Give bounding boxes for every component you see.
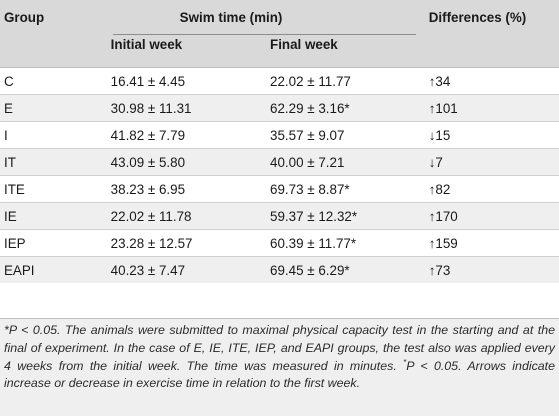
cell-initial-week: 22.02 ± 11.78 (98, 202, 258, 230)
cell-group: ITE (0, 175, 99, 203)
cell-initial-week: 40.23 ± 7.47 (98, 256, 258, 283)
cell-initial-week: 38.23 ± 6.95 (98, 175, 258, 203)
table-row: C 16.41 ± 4.45 22.02 ± 11.77 ↑34 (0, 67, 559, 95)
swim-time-table: Group Swim time (min) Differences (%) In… (0, 0, 559, 283)
cell-final-week: 22.02 ± 11.77 (257, 67, 411, 95)
header-differences: Differences (%) (410, 0, 559, 34)
cell-difference: ↑170 (410, 202, 559, 230)
cell-difference: ↑101 (410, 94, 559, 122)
cell-difference: ↑73 (410, 256, 559, 283)
cell-initial-week: 30.98 ± 11.31 (98, 94, 258, 122)
cell-difference: ↑34 (410, 67, 559, 95)
header-diff-empty (410, 35, 559, 68)
cell-group: IE (0, 202, 99, 230)
swim-time-underline (113, 34, 416, 35)
cell-group: EAPI (0, 256, 99, 283)
cell-group: IEP (0, 229, 99, 257)
header-swim-time: Swim time (min) (98, 0, 411, 34)
cell-group: C (0, 67, 99, 95)
header-divider-row (0, 34, 559, 35)
table-body: C 16.41 ± 4.45 22.02 ± 11.77 ↑34 E 30.98… (0, 67, 559, 283)
cell-initial-week: 23.28 ± 12.57 (98, 229, 258, 257)
table-row: EAPI 40.23 ± 7.47 69.45 ± 6.29* ↑73 (0, 256, 559, 283)
cell-group: E (0, 94, 99, 122)
header-row-sub: Initial week Final week (0, 35, 559, 68)
cell-initial-week: 16.41 ± 4.45 (98, 67, 258, 95)
header-initial-week: Initial week (98, 35, 258, 68)
header-divider (0, 34, 559, 35)
header-group-empty (0, 35, 99, 68)
footnote-text-2: P < 0.05. Arrows indicate increase or de… (4, 358, 556, 391)
footnote-text-1: *P < 0.05. The animals were submitted to… (4, 323, 555, 373)
cell-difference: ↑159 (410, 229, 559, 257)
table-row: IE 22.02 ± 11.78 59.37 ± 12.32* ↑170 (0, 202, 559, 230)
header-final-week: Final week (257, 35, 411, 68)
table-row: I 41.82 ± 7.79 35.57 ± 9.07 ↓15 (0, 121, 559, 149)
cell-difference: ↓7 (410, 148, 559, 176)
cell-group: I (0, 121, 99, 149)
cell-initial-week: 43.09 ± 5.80 (98, 148, 258, 176)
cell-difference: ↓15 (410, 121, 559, 149)
cell-initial-week: 41.82 ± 7.79 (98, 121, 258, 149)
cell-final-week: 35.57 ± 9.07 (257, 121, 411, 149)
table-footnote: *P < 0.05. The animals were submitted to… (0, 318, 559, 416)
cell-difference: ↑82 (410, 175, 559, 203)
cell-final-week: 62.29 ± 3.16* (257, 94, 411, 122)
cell-group: IT (0, 148, 99, 176)
cell-final-week: 69.45 ± 6.29* (257, 256, 411, 283)
header-group: Group (0, 0, 99, 34)
cell-final-week: 60.39 ± 11.77* (257, 229, 411, 257)
table-row: E 30.98 ± 11.31 62.29 ± 3.16* ↑101 (0, 94, 559, 122)
footnote-superscript: * (403, 357, 407, 367)
cell-final-week: 69.73 ± 8.87* (257, 175, 411, 203)
header-row-top: Group Swim time (min) Differences (%) (0, 0, 559, 34)
cell-final-week: 59.37 ± 12.32* (257, 202, 411, 230)
table-row: IEP 23.28 ± 12.57 60.39 ± 11.77* ↑159 (0, 229, 559, 257)
table-row: IT 43.09 ± 5.80 40.00 ± 7.21 ↓7 (0, 148, 559, 176)
table-row: ITE 38.23 ± 6.95 69.73 ± 8.87* ↑82 (0, 175, 559, 203)
data-table-container: Group Swim time (min) Differences (%) In… (0, 0, 559, 283)
cell-final-week: 40.00 ± 7.21 (257, 148, 411, 176)
